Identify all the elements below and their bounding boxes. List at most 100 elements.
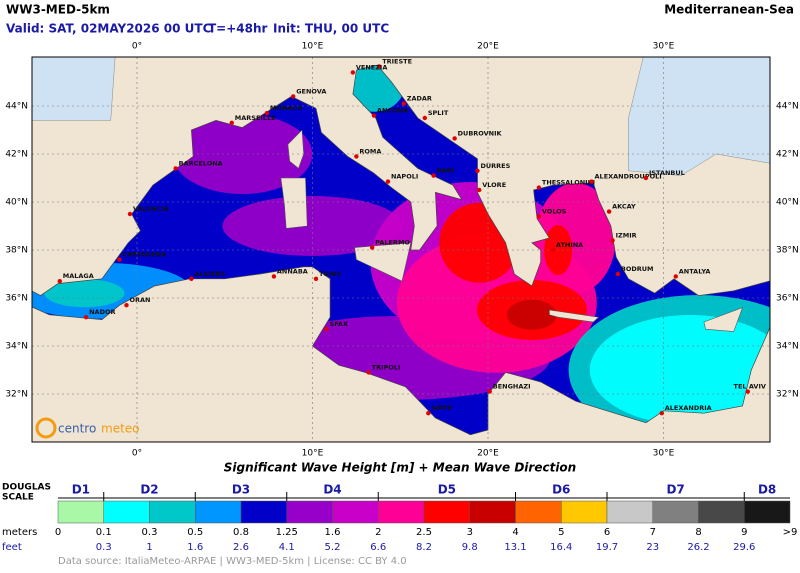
feet-label: 19.7 [596, 542, 618, 553]
city-dot [271, 274, 277, 279]
city-label: ROMA [359, 147, 381, 155]
feet-label: feet [2, 542, 22, 553]
meters-label: 0.1 [96, 527, 112, 538]
meters-label: 0.8 [233, 527, 249, 538]
meters-label: 2 [375, 527, 381, 538]
city-dot [83, 315, 89, 320]
valid-time: Valid: SAT, 02MAY2026 00 UTC [6, 22, 212, 36]
city-dot [127, 211, 133, 217]
city-dot [536, 185, 542, 190]
douglas-label: D5 [438, 483, 456, 497]
city-dot [475, 168, 480, 173]
douglas-label: DOUGLAS [2, 483, 51, 493]
lon-label: 30°E [653, 42, 675, 52]
city-dot [550, 247, 556, 253]
island [549, 309, 600, 323]
city-label: ORAN [129, 296, 150, 304]
feet-label: 2.6 [233, 542, 249, 553]
legend-swatch [561, 500, 608, 524]
city-dot [431, 173, 436, 178]
meters-label: 3 [467, 527, 473, 538]
meters-label: 6 [604, 527, 610, 538]
lon-label: 0° [132, 449, 142, 459]
lat-label: 44°N [776, 102, 799, 112]
feet-label: 13.1 [504, 542, 526, 553]
city-dot [745, 389, 750, 394]
city-dot [610, 238, 615, 243]
island [287, 129, 305, 169]
feet-label: 0.3 [96, 542, 112, 553]
meters-label: 4 [512, 527, 518, 538]
city-label: MARSEILLE [235, 114, 276, 122]
city-label: CARTAGENA [122, 251, 166, 259]
lat-label: 36°N [776, 294, 799, 304]
map-frame [31, 56, 771, 443]
city-dot [366, 370, 371, 375]
city-label: MALAGA [63, 272, 94, 280]
lat-label: 38°N [5, 246, 28, 256]
feet-label: 26.2 [687, 542, 709, 553]
feet-label: 29.6 [733, 542, 755, 553]
lat-label: 42°N [5, 150, 28, 160]
city-dot [264, 111, 270, 116]
meters-label: 5 [558, 527, 564, 538]
douglas-label: D4 [323, 483, 341, 497]
city-label: PALERMO [375, 239, 410, 247]
legend-swatch [469, 500, 516, 524]
city-label: TUNIS [319, 270, 342, 278]
legend-swatch [240, 500, 287, 524]
city-dot [452, 136, 457, 141]
caption: Significant Wave Height [m] + Mean Wave … [224, 461, 576, 475]
city-label: TRIESTE [382, 57, 412, 65]
feet-label: 9.8 [462, 542, 478, 553]
meters-label: 1.6 [325, 527, 341, 538]
meters-label: >9 [783, 527, 798, 538]
lat-label: 34°N [776, 342, 799, 352]
lat-label: 32°N [5, 390, 28, 400]
legend-swatch [332, 500, 379, 524]
meters-label: 8 [695, 527, 701, 538]
city-dot [369, 245, 375, 250]
legend-swatch [57, 500, 104, 524]
legend-swatch [698, 500, 745, 524]
lat-label: 34°N [5, 342, 28, 352]
city-label: ANTALYA [679, 267, 711, 275]
feet-label: 23 [646, 542, 659, 553]
city-dot [354, 154, 359, 159]
city-label: ANCONA [377, 107, 408, 115]
city-label: SIRTE [431, 404, 452, 412]
city-label: AKCAY [612, 203, 636, 211]
logo-text: meteo [101, 422, 140, 436]
city-label: BENGHAZI [493, 383, 531, 391]
step: T=+48hr [208, 22, 268, 36]
city-label: ISTANBUL [649, 169, 685, 177]
lat-label: 42°N [776, 150, 799, 160]
island [354, 242, 412, 282]
city-dot [487, 389, 492, 394]
lon-label: 0° [132, 42, 142, 52]
lat-label: 32°N [776, 390, 799, 400]
douglas-label: D8 [758, 483, 776, 497]
city-label: VOLOS [542, 207, 567, 215]
legend-swatch [515, 500, 562, 524]
legend-swatch [652, 500, 699, 524]
city-label: SPLIT [428, 109, 449, 117]
region: Mediterranean-Sea [664, 3, 794, 17]
wave-area [506, 299, 557, 330]
meters-label: 7 [650, 527, 656, 538]
douglas-label: D3 [232, 483, 250, 497]
douglas-label: D1 [72, 483, 90, 497]
city-dot [173, 166, 178, 171]
meters-label: 0.3 [142, 527, 158, 538]
city-dot [426, 411, 431, 416]
city-dot [385, 179, 391, 184]
init-time: Init: THU, 00 UTC [273, 22, 389, 36]
meters-label: 0 [55, 527, 61, 538]
city-label: MONACO [270, 104, 303, 112]
lat-label: 38°N [776, 246, 799, 256]
city-dot [124, 303, 129, 308]
feet-label: 1.6 [187, 542, 203, 553]
city-dot [57, 279, 62, 284]
lat-label: 44°N [5, 102, 28, 112]
